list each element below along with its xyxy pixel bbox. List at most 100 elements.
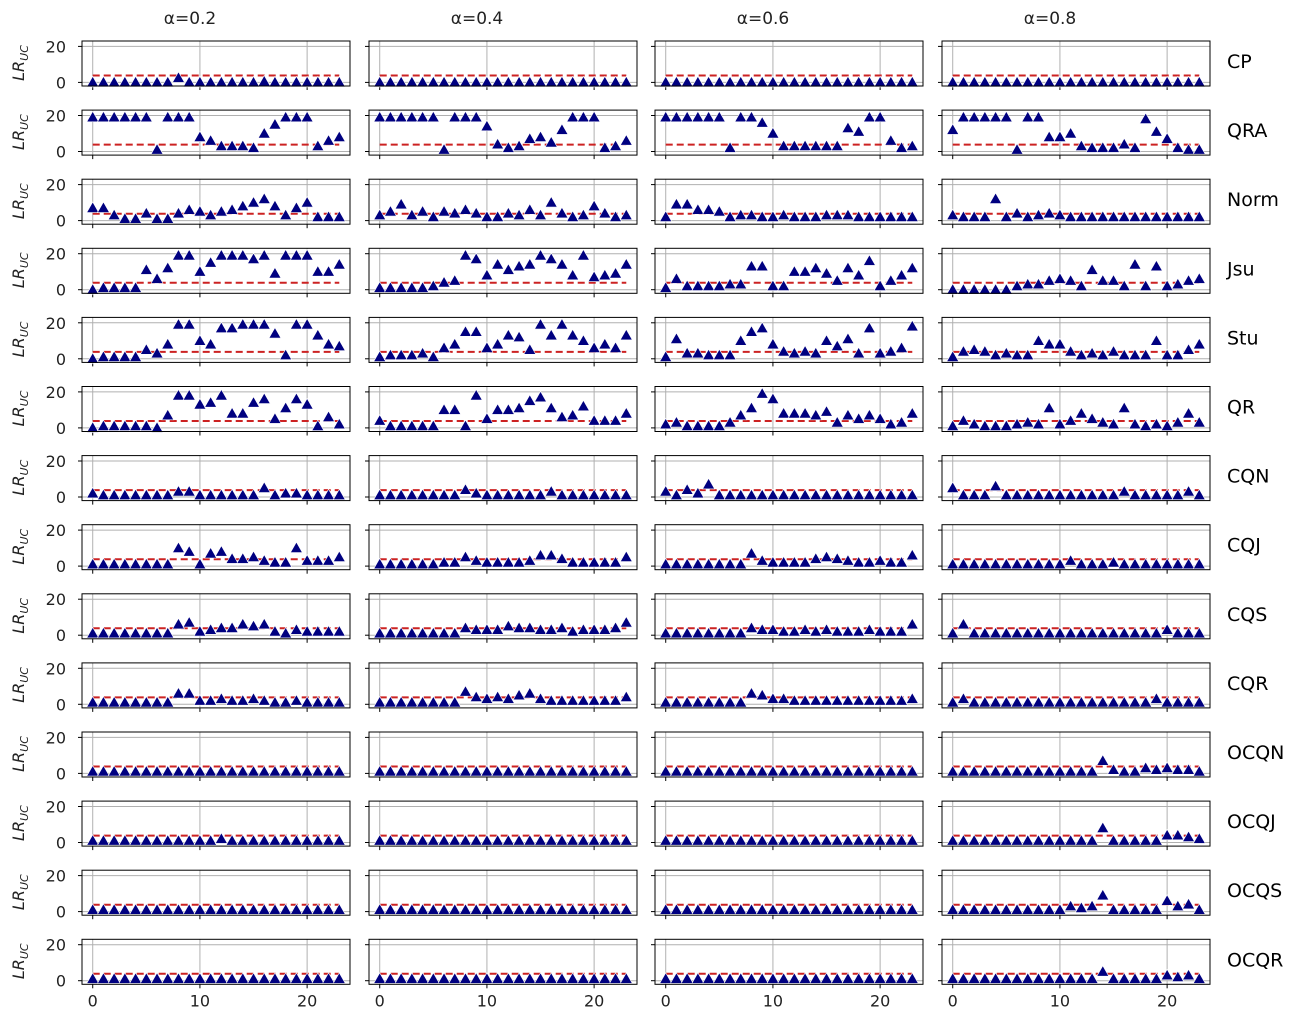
data-point	[214, 832, 228, 844]
data-point	[712, 204, 726, 217]
data-point	[279, 248, 293, 261]
data-point	[619, 75, 633, 88]
data-point	[873, 75, 887, 88]
data-point	[268, 764, 282, 777]
data-point	[1117, 279, 1131, 291]
y-axis-label: LRUC	[9, 805, 31, 841]
data-point	[852, 268, 866, 281]
data-point	[798, 406, 812, 419]
data-point	[702, 75, 716, 88]
panel-frame	[941, 662, 1211, 709]
data-point	[182, 248, 196, 261]
data-point	[236, 972, 250, 984]
data-point	[1128, 834, 1142, 846]
data-point	[691, 419, 705, 431]
data-point	[1182, 626, 1196, 639]
panel-frame	[81, 455, 351, 502]
data-point	[523, 764, 537, 777]
data-point	[1192, 488, 1206, 500]
data-point	[905, 261, 919, 273]
data-point	[405, 110, 419, 123]
data-point	[289, 694, 303, 706]
data-point	[1160, 968, 1174, 981]
data-point	[501, 75, 515, 88]
data-point	[1149, 972, 1163, 984]
y-tick-label: 20	[46, 867, 66, 886]
data-point	[809, 261, 823, 273]
data-point	[236, 694, 250, 706]
data-point	[978, 695, 992, 708]
data-point	[1192, 75, 1206, 88]
data-point	[150, 972, 164, 984]
data-point	[1064, 488, 1078, 500]
data-point	[1042, 130, 1056, 142]
data-point	[129, 350, 143, 362]
row-label: CQN	[1227, 466, 1269, 488]
data-point	[978, 75, 992, 88]
data-point	[852, 125, 866, 137]
data-point	[383, 972, 397, 984]
y-tick-label: 0	[56, 903, 66, 922]
data-point	[744, 75, 758, 88]
data-point	[830, 694, 844, 706]
data-point	[820, 334, 834, 346]
data-point	[723, 277, 737, 290]
data-point	[171, 71, 185, 83]
data-point	[268, 834, 282, 846]
data-point	[820, 834, 834, 846]
data-point	[523, 75, 537, 88]
data-point	[311, 210, 325, 222]
data-point	[723, 557, 737, 570]
data-point	[946, 350, 960, 362]
data-point	[373, 110, 387, 123]
data-point	[204, 903, 218, 915]
data-point	[118, 419, 132, 431]
panel-frame	[81, 40, 351, 87]
data-point	[544, 972, 558, 984]
data-point	[373, 972, 387, 984]
data-point	[1128, 488, 1142, 500]
data-point	[978, 903, 992, 915]
data-point	[193, 557, 207, 570]
data-point	[1171, 277, 1185, 290]
data-point	[946, 626, 960, 639]
data-point	[895, 268, 909, 281]
data-point	[1139, 75, 1153, 88]
data-point	[1171, 348, 1185, 360]
data-point	[702, 110, 716, 123]
data-point	[723, 488, 737, 500]
data-point	[691, 110, 705, 123]
data-point	[691, 626, 705, 639]
data-point	[798, 488, 812, 500]
data-point	[416, 764, 430, 777]
data-point	[989, 192, 1003, 204]
data-point	[1182, 143, 1196, 155]
data-point	[426, 972, 440, 984]
data-point	[723, 415, 737, 428]
data-point	[523, 554, 537, 566]
data-point	[830, 208, 844, 220]
data-point	[480, 412, 494, 424]
data-point	[193, 624, 207, 637]
y-tick-label: 20	[46, 590, 66, 609]
data-point	[809, 764, 823, 777]
data-point	[300, 834, 314, 846]
data-point	[576, 334, 590, 346]
data-point	[1096, 557, 1110, 570]
data-point	[86, 695, 100, 708]
data-point	[967, 343, 981, 355]
data-point	[534, 317, 548, 330]
data-point	[86, 75, 100, 88]
data-point	[712, 75, 726, 88]
data-point	[544, 252, 558, 264]
data-point	[1149, 488, 1163, 500]
data-point	[426, 350, 440, 362]
data-point	[884, 972, 898, 984]
data-point	[437, 695, 451, 708]
data-point	[1171, 75, 1185, 88]
data-point	[289, 110, 303, 123]
data-point	[702, 764, 716, 777]
data-point	[1192, 903, 1206, 915]
data-point	[712, 419, 726, 431]
data-point	[1064, 972, 1078, 984]
